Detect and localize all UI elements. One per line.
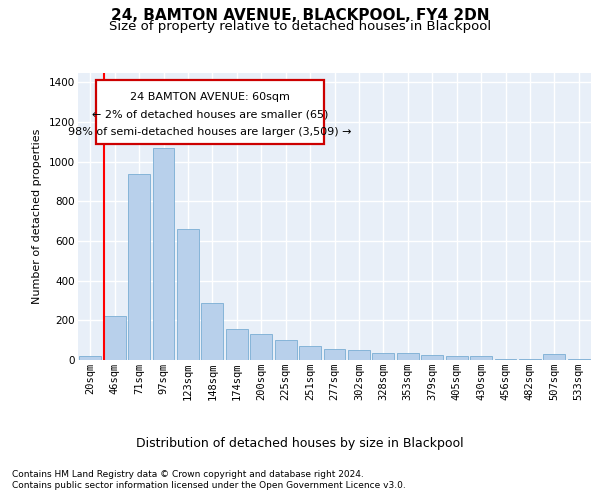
Bar xyxy=(348,350,370,360)
Bar xyxy=(421,355,443,360)
Text: 98% of semi-detached houses are larger (3,509) →: 98% of semi-detached houses are larger (… xyxy=(68,127,352,137)
Bar xyxy=(494,359,517,360)
FancyBboxPatch shape xyxy=(96,80,324,144)
Bar xyxy=(544,354,565,360)
Text: Distribution of detached houses by size in Blackpool: Distribution of detached houses by size … xyxy=(136,438,464,450)
Bar xyxy=(104,316,125,360)
Bar xyxy=(373,353,394,360)
Text: ← 2% of detached houses are smaller (65): ← 2% of detached houses are smaller (65) xyxy=(92,110,328,120)
Bar xyxy=(202,302,223,360)
Bar xyxy=(226,330,248,360)
Bar xyxy=(446,356,467,360)
Bar xyxy=(323,349,346,360)
Text: Size of property relative to detached houses in Blackpool: Size of property relative to detached ho… xyxy=(109,20,491,33)
Bar xyxy=(299,346,321,360)
Bar xyxy=(568,359,590,360)
Bar xyxy=(397,353,419,360)
Text: 24, BAMTON AVENUE, BLACKPOOL, FY4 2DN: 24, BAMTON AVENUE, BLACKPOOL, FY4 2DN xyxy=(111,8,489,22)
Bar xyxy=(519,359,541,360)
Text: Contains HM Land Registry data © Crown copyright and database right 2024.: Contains HM Land Registry data © Crown c… xyxy=(12,470,364,479)
Bar xyxy=(79,356,101,360)
Bar xyxy=(250,334,272,360)
Text: 24 BAMTON AVENUE: 60sqm: 24 BAMTON AVENUE: 60sqm xyxy=(130,92,290,102)
Bar xyxy=(177,229,199,360)
Y-axis label: Number of detached properties: Number of detached properties xyxy=(32,128,42,304)
Bar xyxy=(470,356,492,360)
Text: Contains public sector information licensed under the Open Government Licence v3: Contains public sector information licen… xyxy=(12,481,406,490)
Bar xyxy=(128,174,150,360)
Bar xyxy=(152,148,175,360)
Bar xyxy=(275,340,296,360)
